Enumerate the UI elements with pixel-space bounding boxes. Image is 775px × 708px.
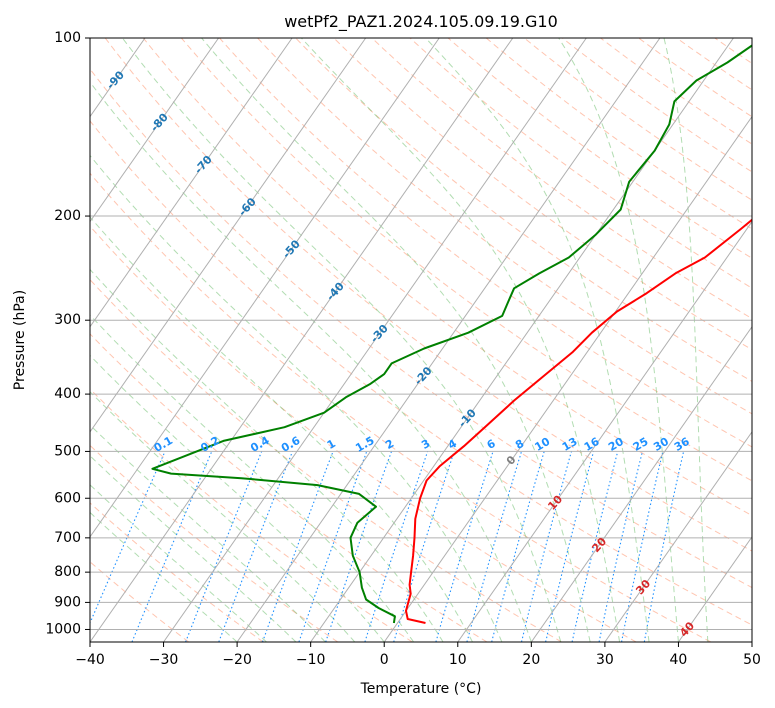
- dry-adiabat-line: [90, 333, 488, 642]
- dry-adiabat-line: [90, 502, 264, 642]
- dry-adiabat-line: [485, 38, 752, 230]
- dewpoint-line: [151, 44, 752, 624]
- x-tick-label: 50: [743, 652, 761, 668]
- moist-adiabat-line: [90, 354, 385, 642]
- isotherm-line: [751, 641, 752, 642]
- mixing-ratio-line: [466, 451, 523, 642]
- mixing-ratio-line: [364, 451, 429, 642]
- y-tick-label: 100: [54, 30, 81, 46]
- y-tick-label: 800: [54, 564, 81, 580]
- moist-adiabat-line: [558, 38, 679, 642]
- moist-adiabat-line: [90, 268, 444, 642]
- x-tick-label: −40: [75, 652, 105, 668]
- isotherm-line: [90, 38, 514, 642]
- isotherm-line: [90, 38, 219, 223]
- plot-frame: [89, 37, 753, 643]
- moist-adiabat-line: [90, 484, 267, 642]
- moist-adiabat-line: [663, 38, 709, 642]
- moist-adiabat-line: [301, 38, 621, 642]
- dry-adiabat-line: [90, 278, 562, 642]
- dry-adiabat-line: [90, 444, 339, 642]
- x-tick-label: 10: [449, 652, 467, 668]
- isotherm-line: [90, 38, 367, 433]
- y-tick-label: 600: [54, 490, 81, 506]
- mixing-ratio-line: [545, 451, 595, 642]
- moist-adiabat-line: [90, 455, 297, 642]
- mixing-ratio-line: [185, 451, 263, 642]
- mixing-ratio-line: [261, 451, 334, 642]
- x-tick-label: 20: [522, 652, 540, 668]
- x-axis-label: Temperature (°C): [360, 681, 482, 697]
- dry-adiabat-line: [90, 120, 752, 626]
- chart-title: wetPf2_PAZ1.2024.105.09.19.G10: [284, 12, 558, 32]
- mixing-ratio-line: [131, 451, 213, 642]
- x-tick-label: −30: [149, 652, 179, 668]
- y-tick-label: 900: [54, 594, 81, 610]
- x-tick-label: 30: [596, 652, 614, 668]
- isotherm-line: [163, 38, 587, 642]
- plot-background: [90, 38, 752, 642]
- moist-adiabat-line: [201, 38, 591, 642]
- dry-adiabat-line: [409, 38, 752, 289]
- x-tick-label: −20: [222, 652, 252, 668]
- background-lines: [90, 38, 775, 642]
- moist-adiabat-line: [90, 216, 473, 642]
- dry-adiabat-line: [753, 38, 775, 642]
- isotherm-line: [457, 220, 752, 642]
- y-tick-label: 500: [54, 443, 81, 459]
- isotherm-line: [604, 430, 752, 642]
- dry-adiabat-line: [90, 172, 712, 642]
- x-tick-label: −10: [296, 652, 326, 668]
- dry-adiabat-line: [219, 38, 752, 448]
- dry-adiabat-line: [142, 38, 752, 517]
- y-tick-label: 200: [54, 208, 81, 224]
- dry-adiabat-line: [295, 38, 752, 382]
- grid-lines: [0, 38, 752, 642]
- isotherm-line: [678, 536, 752, 642]
- dry-adiabat-line: [104, 38, 752, 552]
- mixing-ratio-line: [435, 451, 494, 642]
- dry-adiabat-line: [333, 38, 752, 351]
- y-tick-label: 400: [54, 386, 81, 402]
- mixing-ratio-line: [298, 451, 368, 642]
- moist-adiabat-line: [90, 391, 356, 642]
- dry-adiabat-line: [523, 38, 752, 201]
- isotherm-line: [90, 38, 293, 328]
- x-tick-label: 40: [670, 652, 688, 668]
- moist-adiabat-line: [90, 81, 532, 642]
- moist-adiabat-line: [425, 38, 650, 642]
- y-axis-label: Pressure (hPa): [12, 290, 28, 390]
- moist-adiabat-line: [90, 511, 238, 642]
- profiles: [151, 44, 752, 624]
- mixing-ratio-line: [218, 451, 294, 642]
- y-tick-label: 700: [54, 530, 81, 546]
- isotherm-line: [310, 38, 734, 642]
- mixing-ratio-line: [520, 451, 573, 642]
- y-axis: 100 200 300 400 500 600 700 800 900 1000: [45, 30, 90, 637]
- isotherm-line: [383, 115, 752, 642]
- y-tick-label: 1000: [45, 621, 81, 637]
- y-tick-label: 300: [54, 312, 81, 328]
- moist-adiabat-line: [90, 154, 503, 642]
- temperature-line: [405, 218, 752, 624]
- isotherm-line: [90, 38, 440, 538]
- mixing-ratio-line: [325, 451, 393, 642]
- dry-adiabat-line: [257, 38, 752, 415]
- dry-adiabat-line: [90, 68, 752, 589]
- moist-adiabat-line: [122, 38, 562, 642]
- mixing-ratio-line: [571, 451, 619, 642]
- mixing-ratio-line: [90, 451, 166, 625]
- x-tick-label: 0: [380, 652, 389, 668]
- dry-adiabat-line: [447, 38, 752, 259]
- isotherm-line: [530, 325, 752, 642]
- isotherm-line: [0, 38, 71, 642]
- x-axis: −40 −30 −20 −10 0 10 20 30 40 50: [75, 642, 761, 668]
